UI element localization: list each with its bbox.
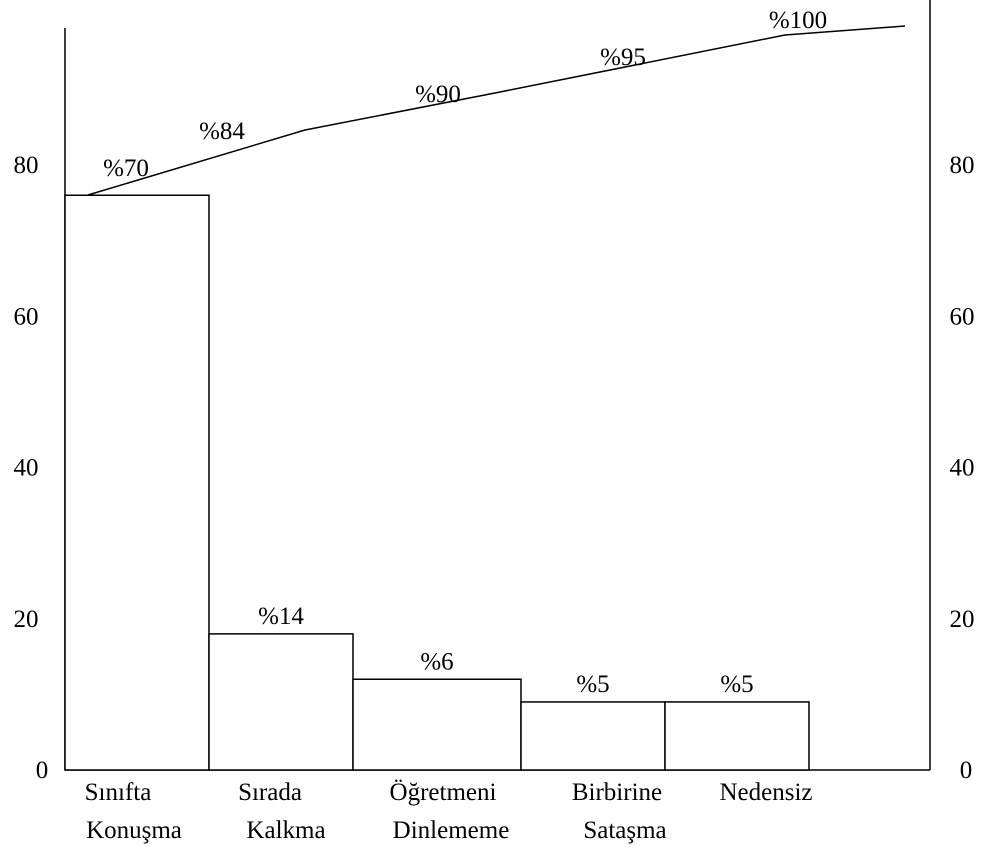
right-y-tick-label: 60 bbox=[950, 303, 975, 330]
bar-data-label: %6 bbox=[420, 648, 453, 675]
bar bbox=[664, 701, 810, 771]
cumulative-data-label: %70 bbox=[103, 155, 149, 182]
labels: 0 20 40 60 80 0 20 40 60 80 %14 %6 %5 %5 %70 %84 %90 %95%… bbox=[14, 7, 975, 844]
cumulative-line bbox=[87, 25, 906, 196]
x-category-label: Nedensiz bbox=[719, 779, 812, 806]
left-y-tick-label: 40 bbox=[14, 455, 39, 482]
bar-data-label: %14 bbox=[258, 603, 304, 630]
left-y-tick-label: 80 bbox=[14, 152, 39, 179]
cumulative-line-group bbox=[87, 25, 906, 196]
right-y-tick-label: 20 bbox=[950, 606, 975, 633]
bar-data-label: %5 bbox=[576, 671, 609, 698]
cumulative-data-label: %100 bbox=[769, 7, 827, 34]
bar bbox=[208, 633, 354, 771]
x-category-label: Kalkma bbox=[246, 817, 325, 844]
bar bbox=[64, 194, 210, 771]
x-category-label: Konuşma bbox=[86, 817, 182, 844]
x-category-label: Sınıfta bbox=[85, 779, 152, 806]
left-y-tick-label: 20 bbox=[14, 606, 39, 633]
x-category-label: Sırada bbox=[238, 779, 302, 806]
x-category-label: Öğretmeni bbox=[390, 779, 497, 806]
left-y-tick-label: 60 bbox=[14, 303, 39, 330]
bar bbox=[520, 701, 666, 771]
right-y-tick-label: 0 bbox=[960, 757, 973, 784]
bars bbox=[64, 194, 810, 771]
right-y-tick-label: 80 bbox=[950, 152, 975, 179]
x-category-label: Birbirine bbox=[572, 779, 662, 806]
x-category-label: Dinlememe bbox=[393, 817, 510, 844]
right-y-tick-label: 40 bbox=[950, 455, 975, 482]
cumulative-data-label: %95 bbox=[600, 44, 646, 71]
cumulative-data-label: %90 bbox=[415, 81, 461, 108]
x-category-label: Sataşma bbox=[583, 817, 666, 844]
left-y-tick-label: 0 bbox=[36, 757, 49, 784]
bar-data-label: %5 bbox=[720, 671, 753, 698]
bar bbox=[352, 678, 522, 771]
cumulative-data-label: %84 bbox=[199, 118, 245, 145]
